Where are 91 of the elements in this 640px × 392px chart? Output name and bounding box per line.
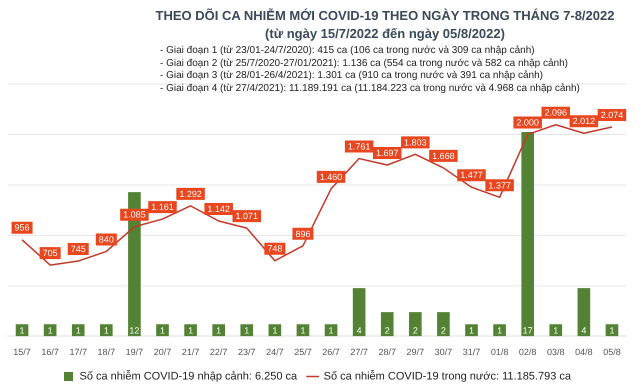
x-tick-label: 24/7 [266, 347, 284, 358]
data-label: 1.161 [151, 202, 174, 212]
bar [352, 288, 366, 336]
bar [549, 324, 562, 336]
data-label: 1 [76, 326, 81, 336]
data-label: 1 [553, 326, 558, 336]
data-label: 1.668 [432, 150, 455, 161]
x-tick-label: 15/7 [13, 347, 31, 358]
data-label: 1.761 [348, 142, 370, 152]
data-label: 2.000 [516, 117, 539, 128]
data-label: 1 [48, 326, 53, 336]
bar [100, 324, 113, 336]
x-tick-label: 30/7 [434, 347, 452, 358]
x-tick-label: 22/7 [210, 347, 228, 358]
bar [521, 132, 534, 336]
bar [380, 312, 394, 336]
data-label: 896 [295, 228, 310, 239]
x-tick-label: 23/7 [238, 347, 256, 358]
data-label: 2 [412, 326, 418, 336]
chart-title: THEO DÕI CA NHIỄM MỚI COVID-19 THEO NGÀY TRONG THÁNG 7-8/2022 [154, 8, 616, 23]
x-tick-label: 01/8 [490, 347, 508, 358]
bar [156, 324, 169, 336]
x-tick-label: 05/8 [603, 347, 621, 358]
x-tick-label: 27/7 [350, 347, 368, 358]
data-label: 2.074 [600, 110, 624, 120]
text: - Giai đoạn 1 (từ 23/01-24/7/2020): 415 ca (106 ca trong nước và 309 ca nhập cảnh) [160, 45, 536, 58]
bar [465, 324, 478, 336]
x-tick-label: 18/7 [98, 347, 116, 358]
x-tick-label: 19/7 [126, 347, 144, 358]
data-label: 1.085 [123, 210, 146, 220]
data-label: 1 [188, 326, 194, 336]
bar [72, 324, 85, 336]
data-label: 4 [581, 326, 586, 336]
annotation: - Giai đoạn 4 (từ 27/4/2021): 11.189.191 ca (11.184.223 ca trong nước và 4.968 ca nhập cảnh) [160, 82, 580, 95]
data-label: 1.697 [376, 148, 398, 158]
data-label: 17 [522, 326, 533, 336]
x-tick-label: 21/7 [182, 347, 200, 358]
data-label: 1.477 [460, 170, 483, 180]
data-label: 1 [468, 326, 474, 336]
x-tick-label: 28/7 [378, 347, 396, 358]
data-label: 1 [160, 326, 166, 336]
x-tick-label: 16/7 [41, 347, 59, 358]
data-label: 1 [497, 326, 502, 336]
data-label: 956 [14, 222, 30, 233]
x-tick-label: 29/7 [406, 347, 424, 358]
bar [296, 324, 310, 336]
data-label: 1.377 [488, 180, 511, 190]
legend-label: Số ca nhiễm COVID-19 trong nước: 11.185.793 ca [324, 370, 572, 383]
x-tick-label: 26/7 [322, 347, 340, 358]
bar [240, 324, 254, 336]
bar [16, 324, 28, 336]
data-label: 748 [267, 244, 282, 254]
data-label: 1 [609, 326, 614, 336]
bar [578, 288, 590, 336]
data-label: 1 [300, 326, 306, 336]
bar [437, 312, 450, 336]
data-label: 1.460 [320, 172, 342, 182]
data-label: 1 [328, 326, 334, 336]
data-label: 1.071 [236, 211, 258, 222]
data-label: 2.012 [572, 116, 596, 126]
bar [409, 312, 422, 336]
x-tick-label: 02/8 [518, 347, 536, 358]
bar [324, 324, 338, 336]
data-label: 705 [42, 248, 58, 258]
data-label: 840 [98, 234, 114, 244]
data-label: 12 [129, 326, 140, 336]
x-tick-label: 31/7 [462, 347, 480, 358]
text: - Giai đoạn 2 (từ 25/7/2020-27/01/2021): 1.136 ca (554 ca trong nước và 582 ca nhập cảnh) [160, 58, 569, 70]
data-label: 1.142 [207, 204, 230, 214]
data-label: 2 [440, 326, 446, 336]
x-tick-label: 17/7 [69, 347, 87, 358]
data-label: 4 [356, 326, 362, 336]
data-label: 2.096 [544, 108, 568, 118]
legend-label: Số ca nhiễm COVID-19 nhập cảnh: 6.250 ca [79, 370, 298, 383]
data-label: 2 [384, 326, 390, 336]
data-label: 1 [216, 326, 222, 336]
data-label: 1 [104, 326, 109, 336]
x-tick-label: 20/7 [154, 347, 172, 358]
text: - Giai đoạn 3 (từ 28/01-26/4/2021): 1.301 ca (910 ca trong nước và 391 ca nhập cảnh) [160, 70, 544, 82]
data-label: 1.803 [404, 137, 427, 148]
x-tick-label: 25/7 [294, 347, 312, 358]
data-label: 1.292 [179, 188, 202, 199]
data-label: 1 [20, 326, 25, 336]
x-tick-label: 03/8 [547, 347, 565, 358]
chart-subtitle: (từ ngày 15/7/2022 đến ngày 05/8/2022) [264, 26, 506, 41]
data-label: 1 [244, 326, 250, 336]
bar [606, 324, 618, 336]
data-label: 1 [272, 326, 278, 336]
bar [268, 324, 282, 336]
data-label: 745 [70, 244, 86, 254]
x-tick-label: 04/8 [575, 347, 593, 358]
